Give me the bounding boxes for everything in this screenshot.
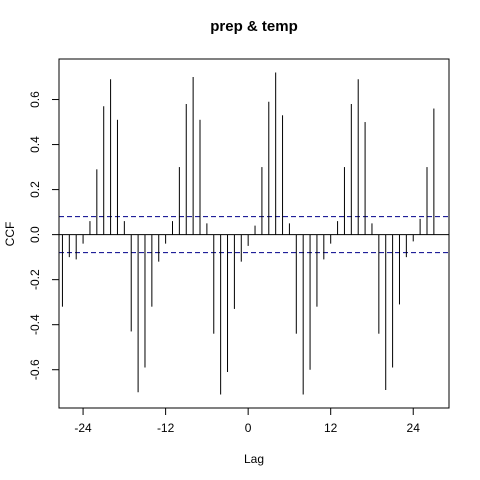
y-axis-label: CCF [3,222,17,247]
x-tick-label: 0 [245,421,252,435]
x-tick-label: -12 [157,421,175,435]
y-tick-label: 0.6 [28,91,42,108]
x-axis-label: Lag [244,452,264,466]
x-tick-label: -24 [74,421,92,435]
plot-frame [58,58,450,409]
confidence-bounds [59,216,449,254]
y-tick-label: -0.4 [28,314,42,335]
axes: -24 -12 0 12 24 -0.6 -0.4 -0.2 0.0 0.2 0.4 0.6 [28,91,420,435]
chart-title: prep & temp [210,18,298,35]
y-tick-label: -0.6 [28,359,42,380]
y-tick-label: 0.2 [28,181,42,198]
ccf-bars [61,72,435,395]
x-tick-label: 12 [324,421,338,435]
y-tick-label: -0.2 [28,269,42,290]
x-tick-label: 24 [407,421,421,435]
y-tick-label: 0.0 [28,226,42,243]
y-tick-label: 0.4 [28,136,42,153]
